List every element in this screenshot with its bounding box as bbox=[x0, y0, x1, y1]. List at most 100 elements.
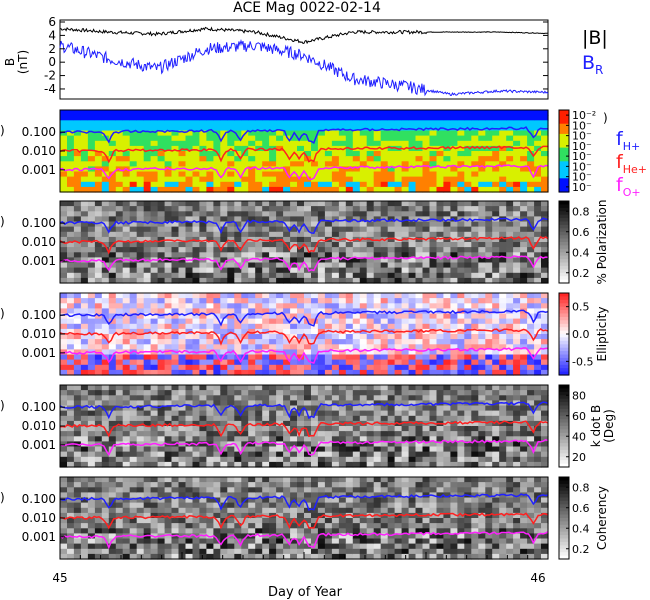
heatmap-cell bbox=[122, 151, 131, 157]
heatmap-cell bbox=[171, 523, 180, 529]
heatmap-cell bbox=[331, 257, 340, 264]
heatmap-cell bbox=[464, 135, 472, 142]
heatmap-cell bbox=[87, 293, 96, 299]
heatmap-cell bbox=[464, 426, 472, 432]
heatmap-cell bbox=[150, 415, 159, 422]
heatmap-cell bbox=[534, 231, 542, 238]
heatmap-cell bbox=[297, 161, 305, 167]
heatmap-cell bbox=[457, 323, 465, 330]
heatmap-cell bbox=[415, 461, 424, 468]
heatmap-cell bbox=[94, 110, 103, 116]
heatmap-cell bbox=[185, 359, 194, 366]
heatmap-cell bbox=[276, 247, 284, 253]
heatmap-cell bbox=[115, 477, 124, 483]
heatmap-cell bbox=[262, 110, 270, 116]
fh-line bbox=[59, 309, 549, 327]
colorbar-band bbox=[559, 248, 569, 253]
heatmap-cell bbox=[67, 236, 75, 243]
heatmap-cell bbox=[129, 461, 138, 468]
heatmap-cell bbox=[248, 226, 256, 233]
heatmap-cell bbox=[513, 201, 521, 207]
heatmap-cell bbox=[115, 110, 124, 116]
heatmap-cell bbox=[324, 166, 333, 173]
heatmap-cell bbox=[464, 110, 472, 116]
heatmap-cell bbox=[213, 166, 221, 173]
heatmap-cell bbox=[331, 446, 340, 453]
heatmap-cell bbox=[108, 308, 117, 315]
heatmap-cell bbox=[164, 272, 173, 279]
heatmap-cell bbox=[471, 451, 479, 458]
heatmap-cell bbox=[206, 151, 214, 157]
heatmap-cell bbox=[359, 339, 368, 345]
heatmap-cell bbox=[359, 151, 368, 157]
heatmap-cell bbox=[94, 201, 103, 207]
heatmap-cell bbox=[443, 120, 451, 126]
br-series-line bbox=[59, 38, 549, 97]
heatmap-cell bbox=[443, 318, 451, 325]
heatmap-cell bbox=[359, 364, 368, 371]
heatmap-cell bbox=[471, 130, 479, 137]
heatmap-cell bbox=[122, 135, 131, 142]
heatmap-cell bbox=[366, 436, 375, 442]
heatmap-cell bbox=[101, 115, 110, 121]
heatmap-cell bbox=[457, 242, 465, 248]
heatmap-cell bbox=[157, 426, 166, 432]
heatmap-cell bbox=[359, 161, 368, 167]
heatmap-cell bbox=[311, 354, 319, 361]
heatmap-cell bbox=[290, 359, 298, 366]
heatmap-cell bbox=[345, 405, 354, 412]
heatmap-cell bbox=[101, 482, 110, 488]
heatmap-cell bbox=[150, 451, 159, 458]
heatmap-cell bbox=[136, 303, 145, 309]
heatmap-cell bbox=[415, 334, 424, 340]
heatmap-cell bbox=[541, 277, 549, 284]
heatmap-cell bbox=[478, 130, 486, 137]
heatmap-cell bbox=[415, 115, 424, 121]
heatmap-cell bbox=[443, 446, 451, 453]
heatmap-cell bbox=[60, 385, 68, 391]
colorbar-tick-label: 0.2 bbox=[572, 267, 590, 280]
heatmap-cell bbox=[283, 328, 291, 335]
heatmap-cell bbox=[108, 166, 117, 173]
heatmap-cell bbox=[485, 135, 493, 142]
heatmap-cell bbox=[262, 385, 270, 391]
heatmap-cell bbox=[317, 308, 326, 315]
heatmap-cell bbox=[464, 145, 472, 152]
heatmap-cell bbox=[345, 231, 354, 238]
heatmap-cell bbox=[80, 426, 89, 432]
heatmap-cell bbox=[67, 257, 75, 264]
heatmap-cell bbox=[513, 303, 521, 309]
heatmap-cell bbox=[290, 400, 298, 407]
heatmap-cell bbox=[136, 151, 145, 157]
heatmap-cell bbox=[171, 236, 180, 243]
heatmap-cell bbox=[80, 385, 89, 391]
heatmap-cell bbox=[311, 262, 319, 269]
heatmap-cell bbox=[429, 334, 438, 340]
heatmap-cell bbox=[248, 130, 256, 137]
heatmap-cell bbox=[234, 247, 242, 253]
heatmap-cell bbox=[513, 293, 521, 299]
heatmap-cell bbox=[80, 344, 89, 350]
heatmap-cell bbox=[499, 231, 507, 238]
heatmap-cell bbox=[297, 349, 305, 356]
heatmap-cell bbox=[248, 334, 256, 340]
heatmap-cell bbox=[241, 451, 249, 458]
heatmap-cell bbox=[164, 543, 173, 550]
heatmap-cell bbox=[331, 323, 340, 330]
heatmap-cell bbox=[429, 303, 438, 309]
heatmap-cell bbox=[73, 323, 82, 330]
heatmap-cell bbox=[143, 477, 152, 483]
heatmap-cell bbox=[67, 262, 75, 269]
heatmap-cell bbox=[359, 166, 368, 173]
heatmap-cell bbox=[394, 257, 403, 264]
heatmap-cell bbox=[136, 339, 145, 345]
heatmap-cell bbox=[262, 431, 270, 437]
heatmap-cell bbox=[324, 405, 333, 412]
heatmap-cell bbox=[478, 318, 486, 325]
heatmap-cell bbox=[171, 492, 180, 499]
heatmap-cell bbox=[283, 405, 291, 412]
heatmap-cell bbox=[387, 226, 396, 233]
heatmap-cell bbox=[283, 420, 291, 427]
heatmap-cell bbox=[387, 181, 396, 188]
heatmap-cell bbox=[471, 186, 479, 193]
